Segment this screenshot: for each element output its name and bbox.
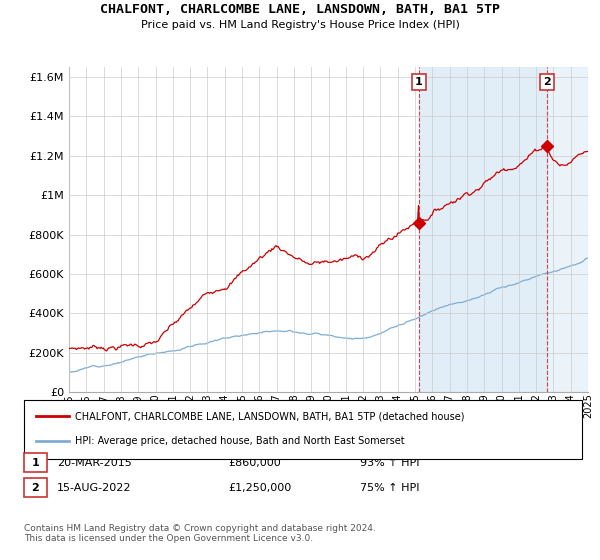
Text: 93% ↑ HPI: 93% ↑ HPI — [360, 458, 419, 468]
Text: 1: 1 — [415, 77, 422, 87]
Text: Price paid vs. HM Land Registry's House Price Index (HPI): Price paid vs. HM Land Registry's House … — [140, 20, 460, 30]
Text: HPI: Average price, detached house, Bath and North East Somerset: HPI: Average price, detached house, Bath… — [75, 436, 404, 446]
Text: Contains HM Land Registry data © Crown copyright and database right 2024.
This d: Contains HM Land Registry data © Crown c… — [24, 524, 376, 543]
Text: 2: 2 — [32, 483, 39, 493]
Text: 20-MAR-2015: 20-MAR-2015 — [57, 458, 132, 468]
Text: CHALFONT, CHARLCOMBE LANE, LANSDOWN, BATH, BA1 5TP (detached house): CHALFONT, CHARLCOMBE LANE, LANSDOWN, BAT… — [75, 411, 464, 421]
Text: 2: 2 — [543, 77, 551, 87]
Text: CHALFONT, CHARLCOMBE LANE, LANSDOWN, BATH, BA1 5TP: CHALFONT, CHARLCOMBE LANE, LANSDOWN, BAT… — [100, 3, 500, 16]
Text: £860,000: £860,000 — [228, 458, 281, 468]
Text: 15-AUG-2022: 15-AUG-2022 — [57, 483, 131, 493]
Text: £1,250,000: £1,250,000 — [228, 483, 291, 493]
Text: 1: 1 — [32, 458, 39, 468]
Bar — [419, 67, 547, 392]
Text: 75% ↑ HPI: 75% ↑ HPI — [360, 483, 419, 493]
Bar — [547, 67, 588, 392]
